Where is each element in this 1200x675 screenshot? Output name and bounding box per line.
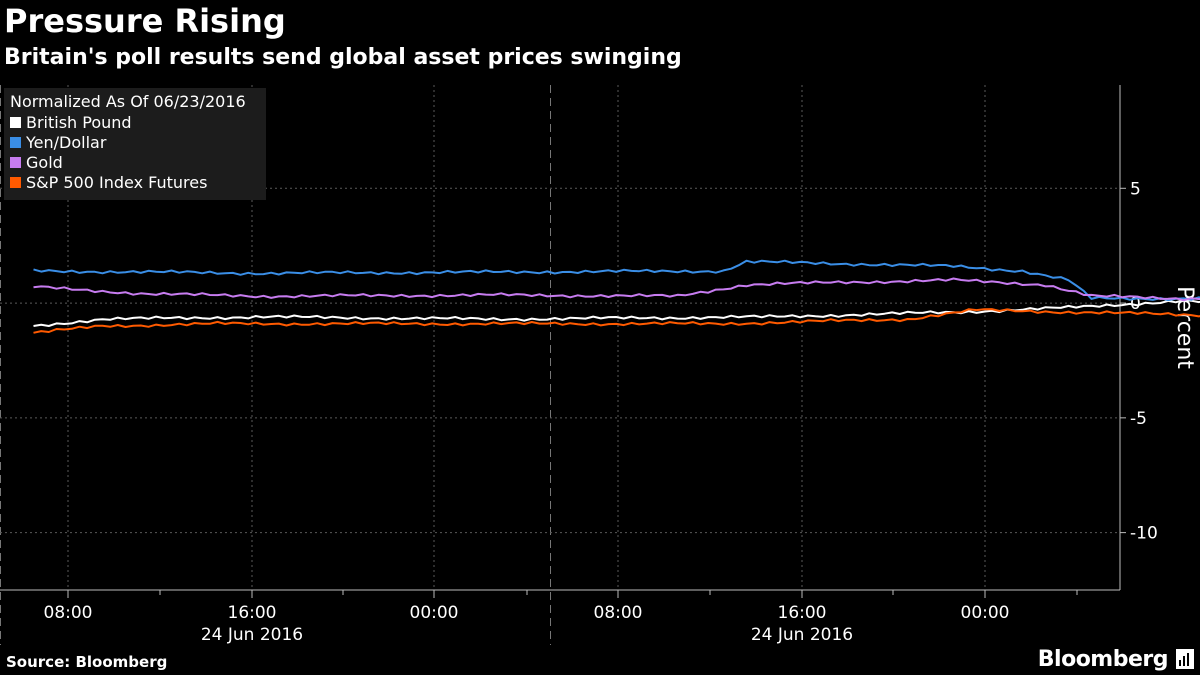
x-tick-label: 16:00 [228, 603, 277, 623]
legend-label: British Pound [26, 112, 132, 132]
series-line-gold [33, 277, 1200, 302]
legend-item-british-pound: British Pound [10, 112, 266, 132]
chart-subtitle: Britain's poll results send global asset… [4, 45, 682, 70]
legend-item-yen-dollar: Yen/Dollar [10, 132, 266, 152]
x-tick-label: 16:00 [778, 603, 827, 623]
series-line-s-p-500-index-futures [33, 308, 1200, 334]
brand-logo: Bloomberg [1037, 647, 1169, 672]
legend-item-sp500-futures: S&P 500 Index Futures [10, 172, 266, 192]
x-date-label: 24 Jun 2016 [751, 625, 853, 645]
x-date-label: 24 Jun 2016 [201, 625, 303, 645]
legend-swatch [10, 136, 21, 148]
y-tick-label: -5 [1130, 409, 1147, 429]
legend-label: Gold [26, 152, 63, 172]
x-tick-label: 08:00 [44, 603, 93, 623]
legend-label: Yen/Dollar [26, 132, 107, 152]
x-tick-label: 00:00 [410, 603, 459, 623]
series-line-british-pound [33, 298, 1200, 327]
x-tick-label: 08:00 [594, 603, 643, 623]
y-tick-label: -10 [1130, 524, 1158, 544]
legend-item-gold: Gold [10, 152, 266, 172]
brand-mark-icon [1176, 649, 1194, 669]
legend-swatch [10, 116, 21, 128]
x-tick-label: 00:00 [961, 603, 1010, 623]
legend-header: Normalized As Of 06/23/2016 [10, 92, 246, 111]
legend-label: S&P 500 Index Futures [26, 172, 208, 192]
legend-swatch [10, 156, 21, 168]
y-tick-label: 5 [1130, 179, 1141, 199]
legend-swatch [10, 176, 21, 188]
chart-title: Pressure Rising [4, 2, 286, 40]
chart-legend: Normalized As Of 06/23/2016 British Poun… [4, 88, 266, 200]
series-line-yen-dollar [33, 259, 1200, 302]
source-note: Source: Bloomberg [6, 653, 168, 671]
